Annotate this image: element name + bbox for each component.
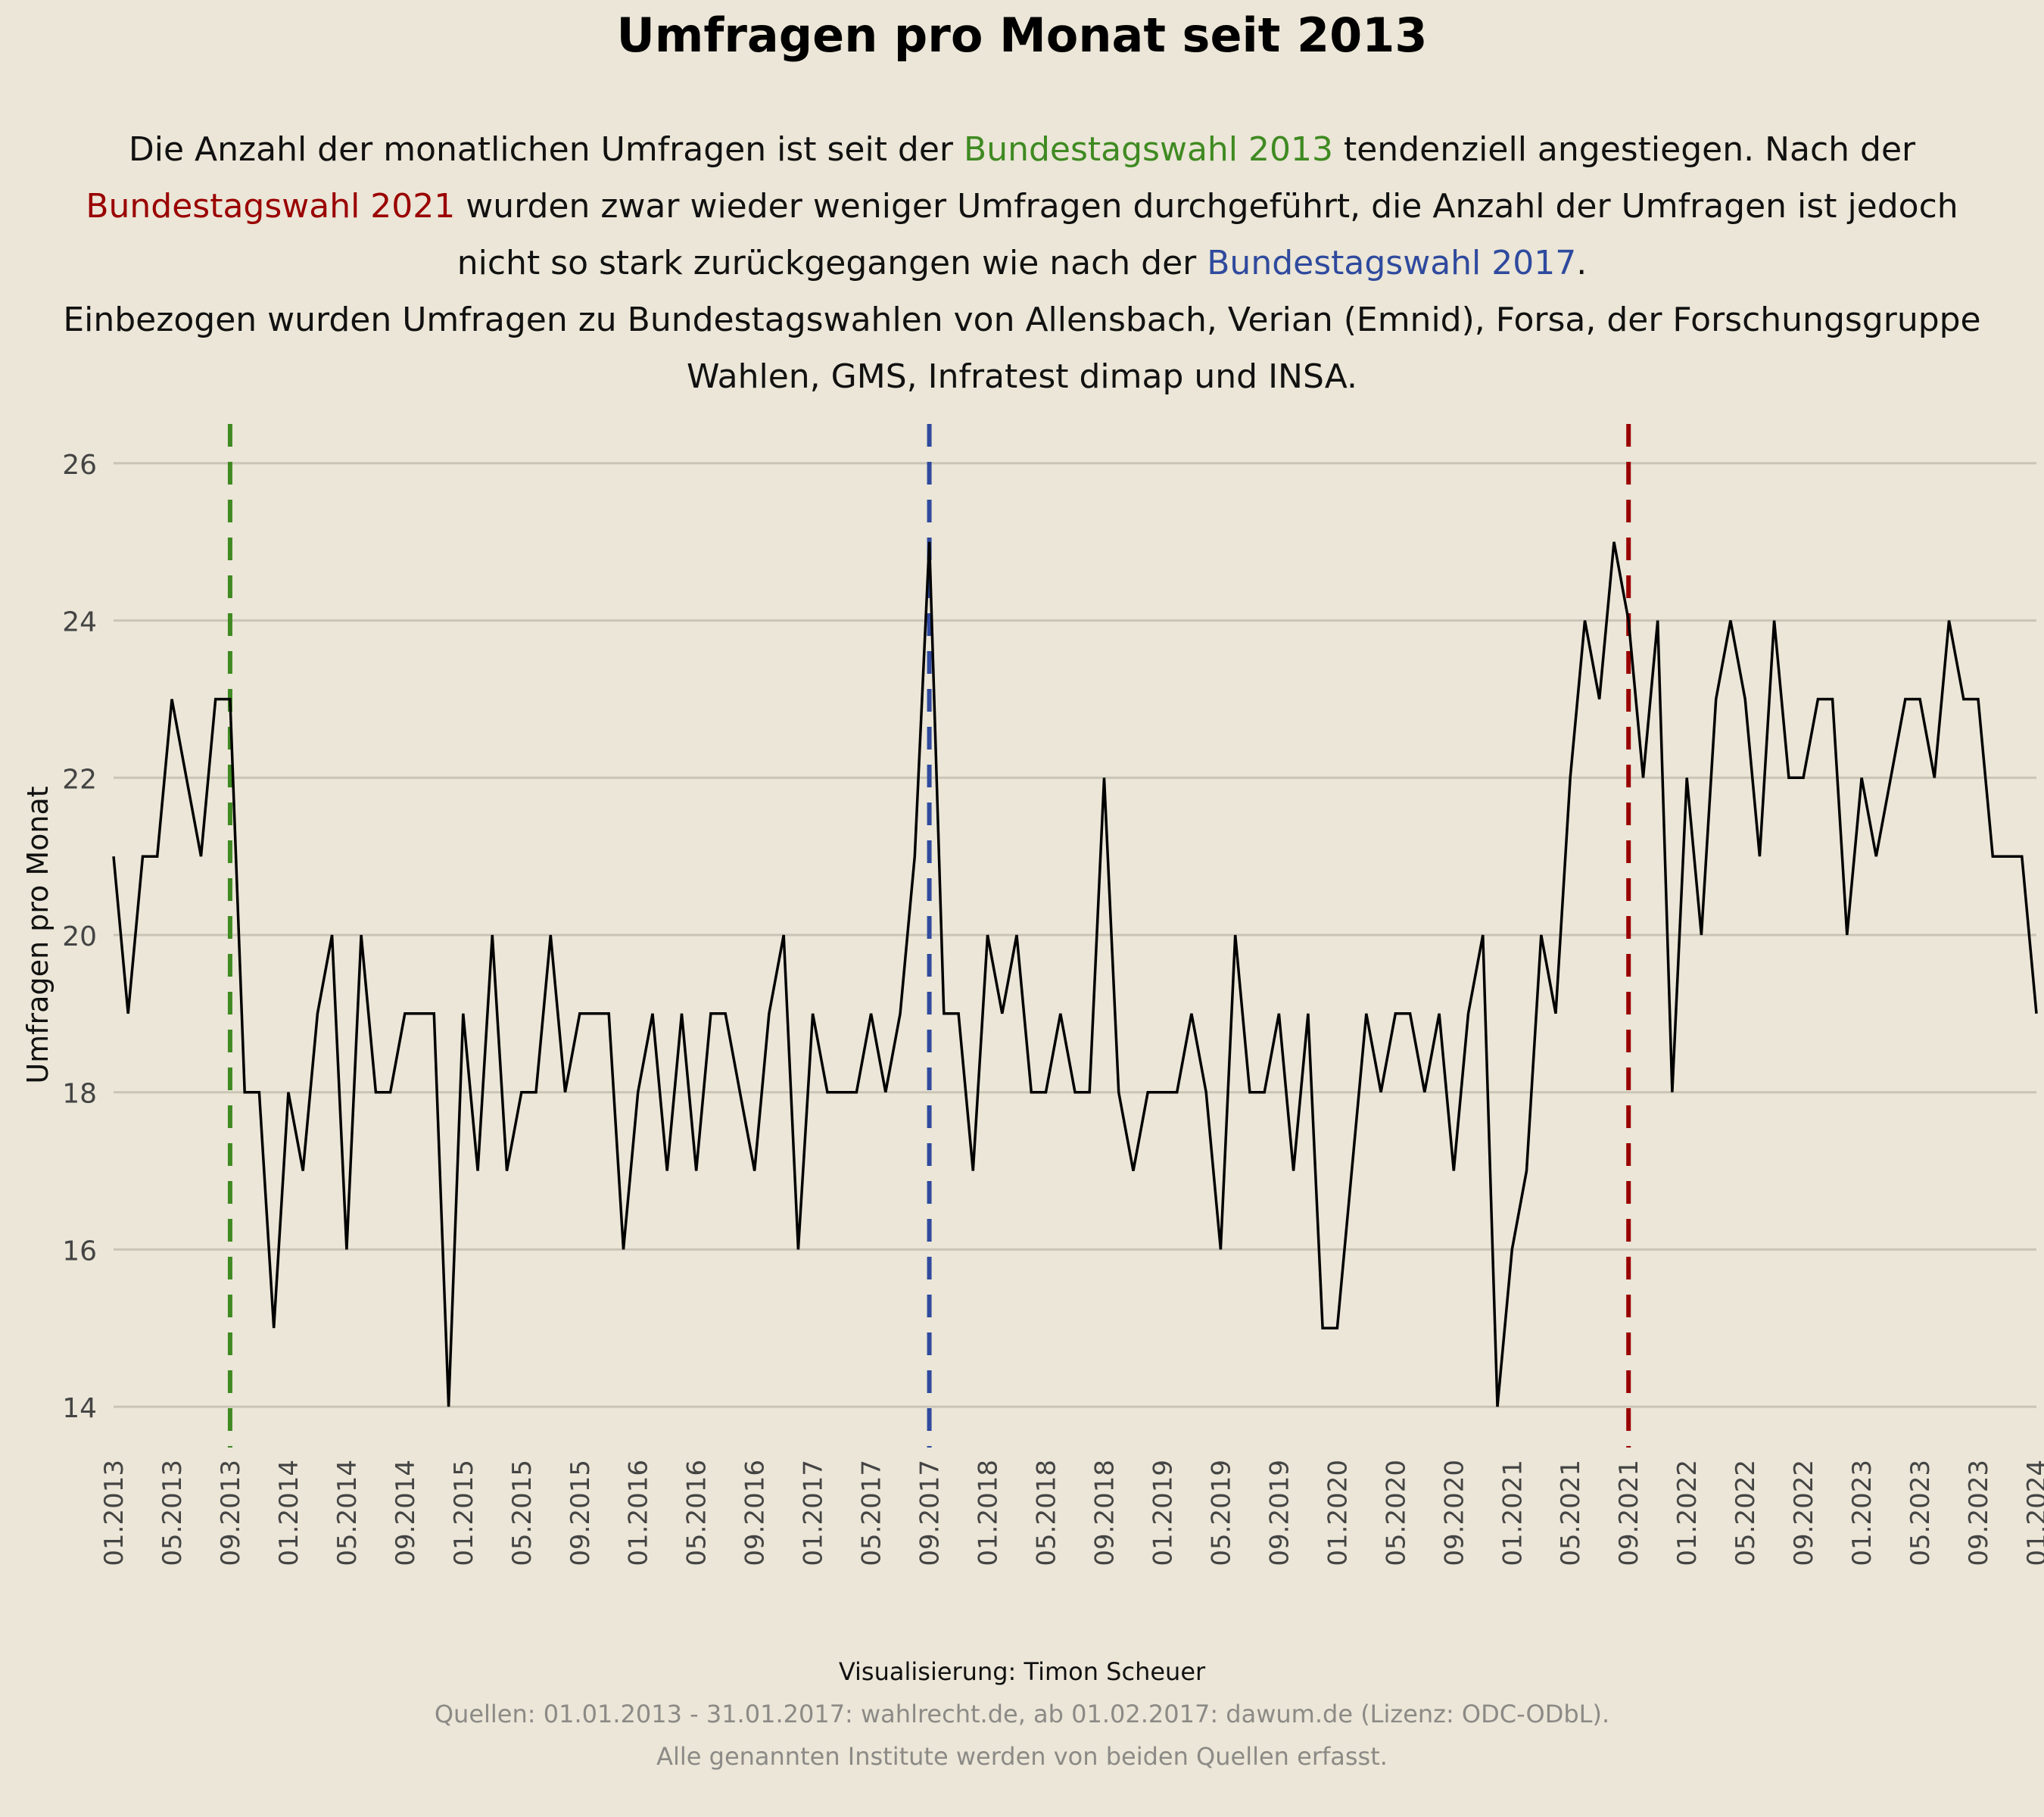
- x-tick-label: 01.2016: [624, 1460, 654, 1566]
- x-tick-label: 09.2019: [1264, 1460, 1295, 1566]
- series-layer: [112, 541, 2038, 1407]
- y-tick-label: 20: [62, 921, 97, 952]
- y-tick-label: 14: [62, 1393, 97, 1424]
- x-tick-label: 05.2022: [1731, 1460, 1761, 1566]
- subtitle-highlight: Bundestagswahl 2013: [964, 130, 1333, 169]
- x-tick-label: 05.2023: [1905, 1460, 1936, 1566]
- x-tick-label: 01.2020: [1323, 1460, 1353, 1566]
- x-tick-label: 01.2015: [449, 1460, 479, 1566]
- chart-subtitle: Die Anzahl der monatlichen Umfragen ist …: [15, 121, 2029, 405]
- x-tick-label: 05.2014: [332, 1460, 363, 1566]
- x-tick-label: 01.2014: [274, 1460, 304, 1566]
- y-tick-label: 24: [62, 607, 97, 638]
- election-markers: [227, 424, 1631, 1448]
- x-tick-label: 01.2018: [974, 1460, 1004, 1566]
- x-tick-label: 09.2017: [915, 1460, 946, 1566]
- x-tick-label: 05.2017: [857, 1460, 887, 1566]
- x-tick-label: 09.2018: [1090, 1460, 1120, 1566]
- subtitle-line: nicht so stark zurückgegangen wie nach d…: [15, 235, 2029, 291]
- x-tick-label: 01.2013: [99, 1460, 129, 1566]
- series-line: [112, 541, 2038, 1407]
- x-tick-label: 09.2022: [1789, 1460, 1819, 1566]
- x-tick-label: 01.2021: [1497, 1460, 1528, 1566]
- grid-layer: [114, 462, 2036, 1408]
- subtitle-line: Wahlen, GMS, Infratest dimap und INSA.: [15, 348, 2029, 405]
- x-tick-label: 09.2016: [740, 1460, 771, 1566]
- x-tick-label: 01.2019: [1148, 1460, 1179, 1566]
- caption-sources: Quellen: 01.01.2013 - 31.01.2017: wahlre…: [434, 1700, 1610, 1728]
- subtitle-text: .: [1576, 244, 1588, 282]
- subtitle-text: Einbezogen wurden Umfragen zu Bundestags…: [63, 301, 1981, 339]
- x-tick-label: 01.2022: [1672, 1460, 1703, 1566]
- subtitle-text: wurden zwar wieder weniger Umfragen durc…: [455, 187, 1958, 226]
- y-tick-label: 18: [62, 1079, 97, 1110]
- x-tick-label: 05.2013: [157, 1460, 188, 1566]
- x-tick-label: 05.2020: [1381, 1460, 1411, 1566]
- x-tick-label: 09.2020: [1439, 1460, 1469, 1566]
- x-tick-label: 01.2017: [799, 1460, 829, 1566]
- subtitle-highlight: Bundestagswahl 2021: [86, 187, 456, 226]
- subtitle-line: Bundestagswahl 2021 wurden zwar wieder w…: [15, 178, 2029, 235]
- x-tick-label: 05.2021: [1556, 1460, 1586, 1566]
- chart-caption: Visualisierung: Timon Scheuer Quellen: 0…: [0, 1650, 2044, 1778]
- x-tick-label: 09.2014: [391, 1460, 421, 1566]
- y-tick-label: 26: [62, 450, 97, 481]
- caption-credit: Visualisierung: Timon Scheuer: [838, 1657, 1206, 1686]
- subtitle-text: Die Anzahl der monatlichen Umfragen ist …: [128, 130, 964, 169]
- subtitle-line: Die Anzahl der monatlichen Umfragen ist …: [15, 121, 2029, 178]
- caption-note: Alle genannten Institute werden von beid…: [656, 1742, 1388, 1771]
- x-tick-label: 05.2018: [1032, 1460, 1062, 1566]
- y-tick-label: 16: [62, 1236, 97, 1267]
- subtitle-text: nicht so stark zurückgegangen wie nach d…: [456, 244, 1207, 282]
- x-tick-label: 09.2023: [1964, 1460, 1994, 1566]
- subtitle-highlight: Bundestagswahl 2017: [1207, 244, 1577, 282]
- y-axis-ticks: 14 16 18 20 22 24 26: [62, 450, 97, 1424]
- x-tick-label: 05.2015: [507, 1460, 537, 1566]
- x-tick-label: 01.2023: [1847, 1460, 1877, 1566]
- y-tick-label: 22: [62, 764, 97, 795]
- x-tick-label: 09.2013: [216, 1460, 246, 1566]
- x-tick-label: 01.2024: [2022, 1460, 2044, 1566]
- x-tick-label: 09.2021: [1614, 1460, 1644, 1566]
- subtitle-text: tendenziell angestiegen. Nach der: [1333, 130, 1916, 169]
- x-axis-ticks: 01.2013 05.2013 09.2013 01.2014 05.2014 09.20…: [99, 1460, 2044, 1566]
- x-tick-label: 09.2015: [566, 1460, 596, 1566]
- subtitle-line: Einbezogen wurden Umfragen zu Bundestags…: [15, 291, 2029, 348]
- x-tick-label: 05.2016: [682, 1460, 712, 1566]
- x-tick-label: 05.2019: [1206, 1460, 1236, 1566]
- chart-title: Umfragen pro Monat seit 2013: [616, 8, 1428, 63]
- subtitle-text: Wahlen, GMS, Infratest dimap und INSA.: [686, 357, 1358, 396]
